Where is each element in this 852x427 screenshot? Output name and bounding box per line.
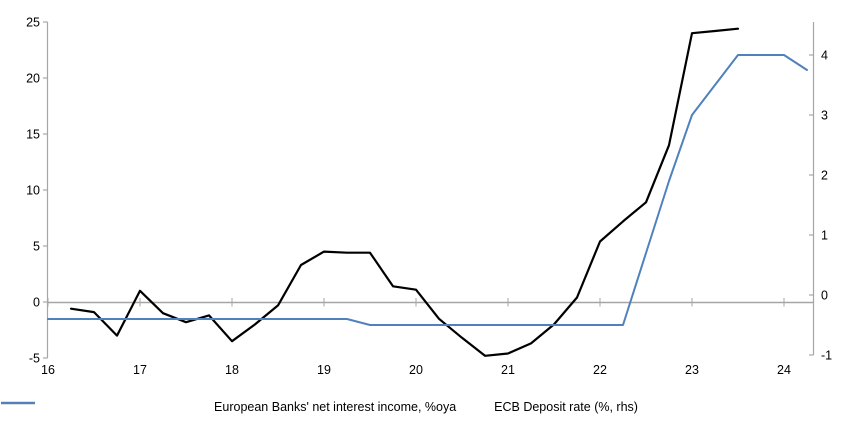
x-axis-tick-label: 18 [225,363,239,377]
left-axis-tick-label: 0 [33,295,40,309]
left-axis-tick-label: 15 [26,127,40,141]
right-axis-tick-label: -1 [821,348,832,362]
left-axis-tick-label: 5 [33,239,40,253]
x-axis-tick-label: 23 [685,363,699,377]
x-axis-tick-label: 19 [317,363,331,377]
net-interest-income-line-series [69,27,740,357]
legend-label-net-interest-income: European Banks' net interest income, %oy… [214,400,457,414]
left-axis-tick-label: 20 [26,71,40,85]
left-axis-tick-label: 10 [26,183,40,197]
chart-legend: European Banks' net interest income, %oy… [0,396,852,418]
x-axis-tick-label: 22 [593,363,607,377]
legend-item-net-interest-income: European Banks' net interest income, %oy… [1,400,457,414]
x-axis-tick-label: 16 [41,363,55,377]
left-axis-tick-label: -5 [29,351,40,365]
x-axis-tick-label: 20 [409,363,423,377]
right-axis-tick-label: 1 [821,228,828,242]
x-axis-tick-label: 21 [501,363,515,377]
right-axis-tick-label: 0 [821,288,828,302]
right-axis-tick-label: 4 [821,48,828,62]
right-axis-tick-label: 2 [821,168,828,182]
x-axis-tick-label: 17 [133,363,147,377]
x-axis-tick-label: 24 [777,363,791,377]
left-axis-tick-label: 25 [26,15,40,29]
legend-item-ecb-deposit-rate: ECB Deposit rate (%, rhs) [1,400,638,414]
right-axis-tick-label: 3 [821,108,828,122]
ecb-deposit-rate-line-series [47,54,808,326]
legend-label-ecb-deposit-rate: ECB Deposit rate (%, rhs) [494,400,638,414]
blue-line-swatch-icon [1,402,35,404]
